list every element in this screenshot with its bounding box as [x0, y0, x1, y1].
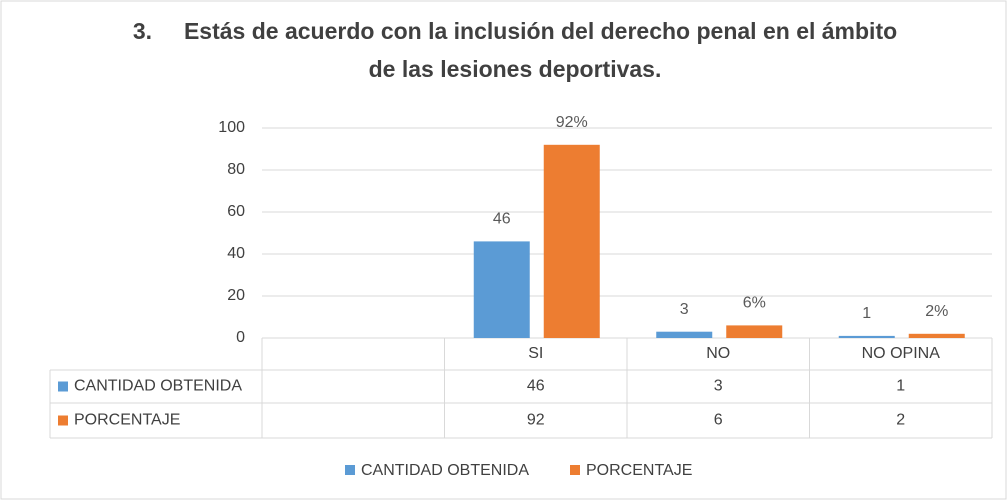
table-row-label: PORCENTAJE — [74, 412, 180, 429]
table-cell: 1 — [896, 378, 905, 395]
legend-key — [570, 465, 580, 475]
y-tick-label: 60 — [227, 203, 245, 220]
bar — [726, 325, 783, 338]
bar — [543, 144, 600, 338]
table-cell: 6 — [714, 412, 723, 429]
data-label: 46 — [493, 211, 511, 228]
legend-label: PORCENTAJE — [586, 462, 692, 479]
x-tick-label: SI — [528, 345, 543, 362]
data-label: 3 — [680, 301, 689, 318]
bar — [908, 333, 965, 338]
y-tick-label: 100 — [218, 119, 245, 136]
y-tick-label: 0 — [236, 329, 245, 346]
data-label: 6% — [743, 295, 766, 312]
table-legend-key — [58, 415, 68, 426]
bar — [473, 241, 530, 338]
chart-title: de las lesiones deportivas. — [369, 56, 662, 82]
legend-label: CANTIDAD OBTENIDA — [361, 462, 529, 479]
chart-title: 3. Estás de acuerdo con la inclusión del… — [133, 18, 897, 44]
y-tick-label: 80 — [227, 161, 245, 178]
table-row-label: CANTIDAD OBTENIDA — [74, 378, 242, 395]
data-label: 2% — [925, 303, 948, 320]
table-legend-key — [58, 381, 68, 392]
table-cell: 92 — [527, 412, 545, 429]
bar — [838, 335, 895, 338]
x-tick-label: NO — [706, 345, 730, 362]
legend-key — [345, 465, 355, 475]
table-cell: 46 — [527, 378, 545, 395]
x-tick-label: NO OPINA — [862, 345, 941, 362]
y-tick-label: 20 — [227, 287, 245, 304]
data-label: 92% — [556, 114, 588, 131]
table-cell: 3 — [714, 378, 723, 395]
y-tick-label: 40 — [227, 245, 245, 262]
bar — [656, 331, 713, 338]
table-cell: 2 — [896, 412, 905, 429]
data-label: 1 — [862, 305, 871, 322]
